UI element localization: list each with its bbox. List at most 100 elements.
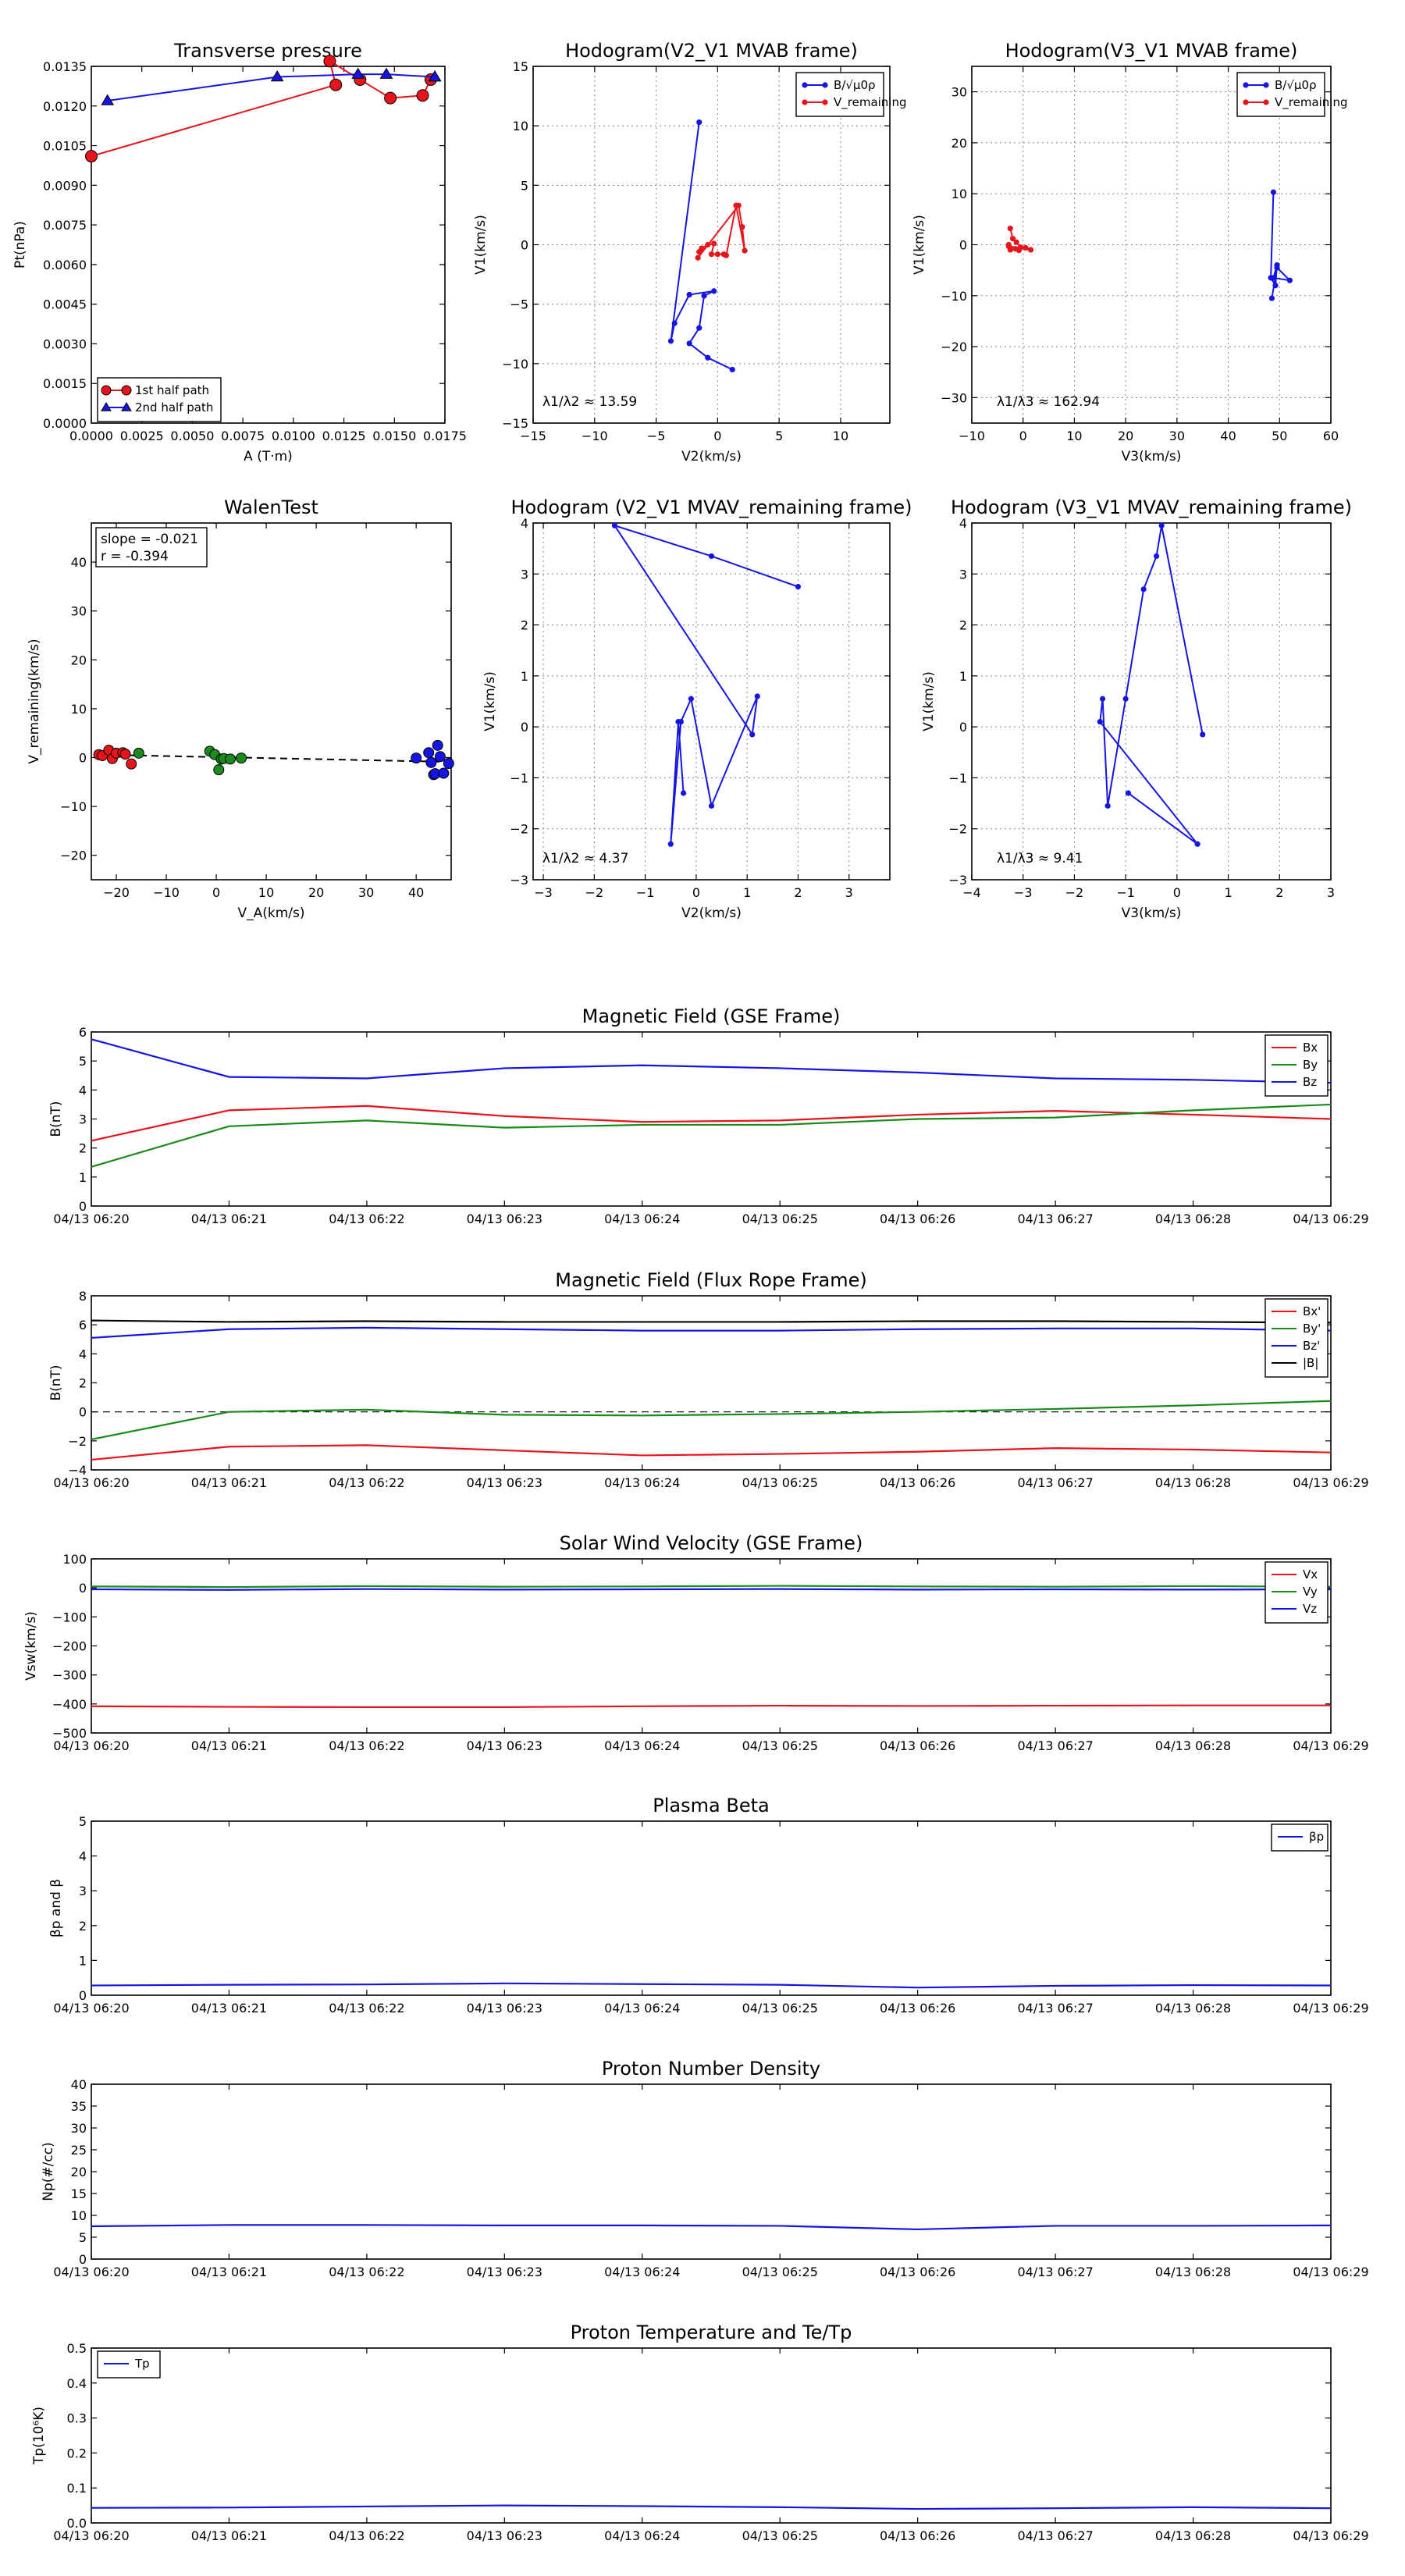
y-tick-label: 0: [959, 720, 967, 735]
y-tick-label: 10: [71, 702, 87, 717]
x-tick-label: 04/13 06:23: [467, 2265, 542, 2279]
legend-label: Bz': [1303, 1339, 1320, 1353]
data-point: [686, 340, 692, 347]
data-point: [711, 240, 717, 247]
data-point: [686, 291, 692, 298]
x-tick-label: 3: [1327, 885, 1335, 900]
stats-box: [95, 527, 208, 568]
x-axis-label: V3(km/s): [1122, 906, 1182, 921]
data-point: [701, 293, 707, 299]
x-tick-label: 0.0050: [170, 429, 214, 443]
data-point: [1013, 239, 1019, 245]
data-point: [438, 767, 450, 779]
x-tick-label: 04/13 06:24: [604, 1738, 680, 1753]
legend-marker: [1243, 99, 1249, 105]
plot-frame: [971, 522, 1332, 881]
legend-marker: [1263, 82, 1269, 88]
data-point: [411, 753, 422, 764]
x-tick-label: −3: [1014, 885, 1033, 900]
x-tick-label: 04/13 06:21: [191, 1475, 267, 1490]
x-tick-label: 1: [743, 885, 751, 900]
data-point: [1194, 841, 1200, 847]
x-tick-label: 2: [794, 885, 802, 900]
data-point: [1016, 247, 1023, 254]
y-tick-label: −2: [68, 1434, 87, 1449]
chart-title: Magnetic Field (GSE Frame): [582, 1005, 841, 1027]
x-tick-label: 04/13 06:22: [329, 2528, 404, 2543]
data-point: [754, 693, 760, 699]
x-tick-label: 04/13 06:29: [1293, 1212, 1368, 1226]
legend-marker: [802, 82, 808, 88]
x-tick-label: 04/13 06:24: [604, 2265, 680, 2279]
series-line-np: [91, 2224, 1332, 2231]
x-tick-label: 5: [775, 429, 783, 443]
x-tick-label: 04/13 06:22: [329, 2265, 404, 2279]
y-tick-label: 0: [521, 720, 528, 735]
slope-text: slope = -0.021: [101, 532, 198, 547]
y-tick-label: 0.1: [67, 2481, 87, 2496]
legend-label: βp: [1309, 1830, 1324, 1844]
y-tick-label: −200: [52, 1639, 87, 1654]
data-point: [1272, 283, 1279, 289]
y-tick-label: 5: [79, 1054, 87, 1069]
y-tick-label: 1: [959, 669, 967, 684]
series-line: [91, 59, 432, 158]
data-point: [711, 288, 717, 294]
data-point: [434, 751, 446, 763]
x-tick-label: 04/13 06:27: [1017, 1738, 1093, 1753]
x-tick-label: 04/13 06:24: [604, 1212, 680, 1226]
fit-line: [116, 754, 452, 763]
x-tick-label: 3: [845, 885, 853, 900]
chart-title: WalenTest: [224, 496, 318, 518]
x-tick-label: 04/13 06:22: [329, 1212, 404, 1226]
x-tick-label: 04/13 06:26: [880, 1738, 955, 1753]
y-tick-label: 0.4: [67, 2376, 87, 2391]
data-point: [1270, 275, 1276, 281]
y-tick-label: 1: [79, 1170, 87, 1185]
x-tick-label: 40: [1220, 429, 1236, 443]
y-tick-label: 3: [79, 1884, 87, 1898]
x-tick-label: 2: [1275, 885, 1283, 900]
x-tick-label: 0.0025: [120, 429, 164, 443]
plot-frame: [91, 522, 452, 881]
y-tick-label: 40: [71, 555, 87, 570]
x-tick-label: 04/13 06:21: [191, 2528, 267, 2543]
x-tick-label: 04/13 06:24: [604, 1475, 680, 1490]
y-tick-label: 0.0090: [43, 178, 87, 193]
y-tick-label: 35: [71, 2099, 87, 2114]
data-point: [224, 753, 236, 765]
data-point: [1023, 244, 1029, 251]
x-tick-label: 0.0125: [322, 429, 366, 443]
data-point: [680, 790, 687, 796]
y-tick-label: 20: [951, 136, 967, 151]
x-tick-label: 04/13 06:27: [1017, 2528, 1093, 2543]
x-axis-label: V2(km/s): [681, 449, 742, 464]
x-tick-label: −10: [959, 429, 985, 443]
legend-label: 1st half path: [135, 383, 209, 397]
y-axis-label: B(nT): [48, 1364, 64, 1400]
x-tick-label: 04/13 06:20: [53, 2001, 129, 2016]
x-tick-label: 04/13 06:20: [53, 2528, 129, 2543]
y-axis-label: V1(km/s): [912, 215, 927, 275]
y-axis-label: V1(km/s): [473, 215, 489, 275]
x-tick-label: 04/13 06:25: [742, 2001, 818, 2016]
y-tick-label: 10: [951, 187, 967, 201]
y-tick-label: −500: [52, 1726, 87, 1741]
y-tick-label: 0.0075: [43, 218, 87, 233]
data-point: [1007, 247, 1013, 253]
data-point: [667, 841, 674, 847]
legend-label: Vz: [1303, 1602, 1317, 1616]
y-tick-label: 0: [959, 238, 967, 253]
x-tick-label: 04/13 06:22: [329, 1475, 404, 1490]
x-tick-label: 20: [308, 885, 324, 900]
y-tick-label: −20: [60, 849, 87, 863]
y-axis-label: Np(#/cc): [41, 2142, 56, 2201]
x-tick-label: 30: [1169, 429, 1185, 443]
series-line: [613, 524, 799, 845]
y-tick-label: 0.5: [67, 2341, 87, 2356]
y-tick-label: 4: [79, 1849, 87, 1864]
y-tick-label: 0: [79, 1988, 87, 2003]
y-tick-label: 0.0135: [43, 59, 87, 74]
y-tick-label: −3: [948, 873, 967, 888]
